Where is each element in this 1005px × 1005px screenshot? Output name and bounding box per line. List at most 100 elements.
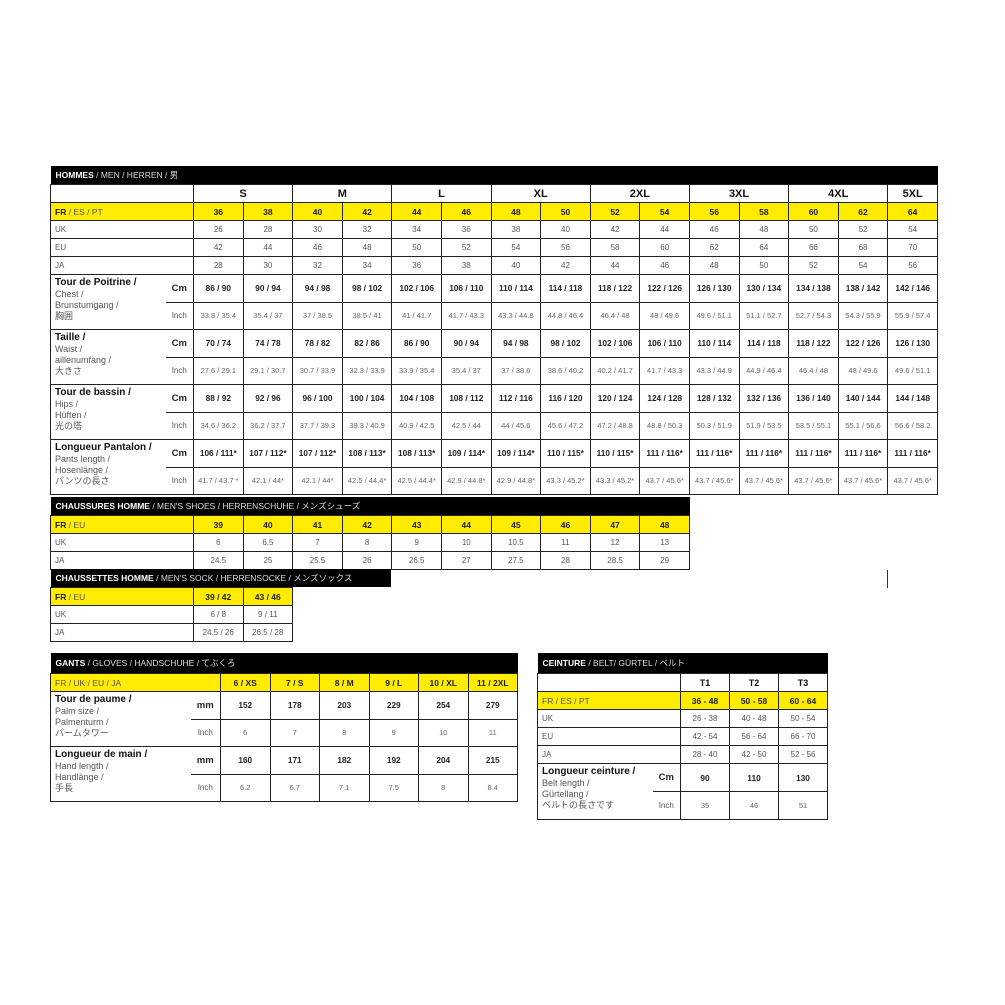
measure-inch-cell: 42.9 / 44.8* [490,466,542,495]
size-cell: 56 - 64 [729,727,779,746]
size-cell: 42 [540,256,591,275]
size-cell: 26.5 [391,551,442,570]
measure-cm-cell: 86 / 90 [193,274,244,303]
measure-cm-cell: 108 / 112 [440,384,492,413]
size-cell: 11 [540,533,591,552]
measure-inch-cell: 32.3 / 33.9 [341,356,393,385]
size-cell: 12 [589,533,641,552]
measure-inch-cell: 11 [467,718,518,747]
men-size-table: HOMMES / MEN / HERREN / 男 S M L XL 2XL 3XL 4XL 5… [50,166,938,495]
region-size-cell: 46 [440,202,492,221]
measure-cm-cell: 140 / 144 [837,384,889,413]
size-cell: 66 [788,238,839,257]
measure-translation: Hüften / [55,410,87,420]
belt-header-row: CEINTURE / BELT/ GÜRTEL / ベルト [537,653,828,674]
size-cell: 56 [887,256,938,275]
measure-name: Tour de bassin / [55,387,131,398]
measure-inch-cell: 53.5 / 55.1 [788,411,839,440]
row-label: JA [50,256,194,275]
measure-translation: Hand length / [55,761,109,771]
men-measure-cm-row: Tour de Poitrine / Chest / Brunstumgang / 胸… [50,274,938,330]
belt-row-ja: JA 28 - 40 42 - 50 52 - 56 [537,745,828,764]
region-size-cell: 60 - 64 [778,691,828,710]
measure-inch-cell: 49.6 / 51.1 [688,301,740,330]
measure-cm-cell: 142 / 146 [887,274,938,303]
measure-cm-cell: 94 / 98 [292,274,343,303]
socks-title: CHAUSSETTES HOMME / MEN'S SOCK / HERRENS… [50,569,391,588]
region-size-cell: 7 / S [269,673,320,692]
measure-cm-cell: 111 / 116* [639,439,690,468]
measure-cm-cell: 110 / 115* [589,439,641,468]
measure-inch-cell: 35 [680,791,730,820]
men-measure-inch-row: Inch 41.7 / 43.7 * 42.1 / 44* 42.1 / 44* 42.… [51,466,938,495]
men-row-uk: UK 26 28 30 32 34 36 38 40 42 44 46 48 50 52 54 [50,220,938,239]
size-cell: 10.5 [490,533,542,552]
measure-cm-cell: 110 / 115* [540,439,591,468]
region-size-cell: 44 [391,202,442,221]
region-size-cell: 43 / 46 [242,587,293,606]
row-label: UK [50,605,194,624]
measure-inch-cell: 43.7 / 45.6* [639,466,690,495]
size-cell: 32 [292,256,343,275]
measure-cm-cell: 111 / 116* [837,439,889,468]
measure-inch-cell: 46.4 / 48 [788,356,839,385]
measure-translation: ベルトの長さです [542,800,615,810]
belt-measure-cm-row: Longueur ceinture / Belt length / Gürtella… [537,763,828,820]
measure-inch-cell: 43.7 / 45.6* [738,466,790,495]
measure-translation: Pants length / [55,454,111,464]
measure-label: Longueur ceinture / Belt length / Gürtella… [537,763,653,820]
size-cell: 46 [639,256,690,275]
size-cell: 6 / 8 [193,605,244,624]
measure-cm-cell: 118 / 122 [589,274,641,303]
measure-inch-cell: 7.5 [368,773,419,802]
size-cell: 28 - 40 [680,745,730,764]
gloves-title: GANTS / GLOVES / HANDSCHUHE / てぶくろ [50,653,518,674]
size-cell: 52 - 56 [778,745,828,764]
unit-inch-label: Inch [652,791,681,820]
size-group-m: M [292,184,393,203]
measure-inch-cell: 9 [368,718,419,747]
region-size-cell: 36 [193,202,244,221]
belt-size-row: T1 T2 T3 [537,673,828,692]
shoes-header-row: CHAUSSURES HOMME / MEN'S SHOES / HERRENS… [50,497,690,516]
socks-header-row: CHAUSSETTES HOMME / MEN'S SOCK / HERRENS… [50,569,391,588]
men-measure-cm-row: Longueur Pantalon / Pants length / Hosenlä… [50,439,938,495]
measure-cm-cell: 104 / 108 [391,384,442,413]
measure-inch-cell: 6.2 [220,773,271,802]
measure-inch-cell: 55.1 / 56.6 [837,411,889,440]
size-group-2xl: 2XL [589,184,690,203]
men-size-row: S M L XL 2XL 3XL 4XL 5XL [50,184,938,203]
size-cell: 25.5 [292,551,343,570]
unit-inch-label: Inch [165,356,194,385]
measure-inch-cell: 39.3 / 40.9 [341,411,393,440]
measure-cm-cell: 106 / 110 [440,274,492,303]
size-cell: 25 [242,551,294,570]
belt-row-uk: UK 26 - 38 40 - 48 50 - 54 [537,709,828,728]
measure-cm-cell: 122 / 126 [639,274,690,303]
measure-cm-cell: 203 [319,691,370,720]
size-cell: 32 [341,220,393,239]
measure-name: Tour de Poitrine / [55,277,137,288]
men-measure-inch-row: Inch 34.6 / 36.2 36.2 / 37.7 37.7 / 39.3 39.… [51,411,938,440]
socks-region-row: FR / EU 39 / 42 43 / 46 [50,587,293,606]
measure-inch-cell: 43.3 / 45.2* [540,466,591,495]
row-label: JA [50,623,194,642]
row-label: UK [50,533,194,552]
measure-cm-cell: 114 / 118 [540,274,591,303]
measure-translation: Hips / [55,399,79,409]
measure-cm-cell: 152 [220,691,271,720]
socks-title-bar: CHAUSSETTES HOMME / MEN'S SOCK / HERRENS… [50,569,391,587]
region-size-cell: 41 [292,515,343,534]
size-cell: 42 - 50 [729,745,779,764]
measure-cm-cell: 118 / 122 [788,329,839,358]
measure-inch-cell: 27.6 / 29.1 [193,356,244,385]
measure-cm-cell: 126 / 130 [887,329,938,358]
size-cell: 28 [540,551,591,570]
measure-inch-cell: 44.8 / 46.4 [540,301,591,330]
gloves-header-row: GANTS / GLOVES / HANDSCHUHE / てぶくろ [50,653,518,674]
measure-inch-cell: 41.7 / 43.3 [440,301,492,330]
measure-cm-cell: 192 [368,746,419,775]
measure-cm-cell: 120 / 124 [589,384,641,413]
measure-inch-cell: 37.7 / 39.3 [292,411,343,440]
